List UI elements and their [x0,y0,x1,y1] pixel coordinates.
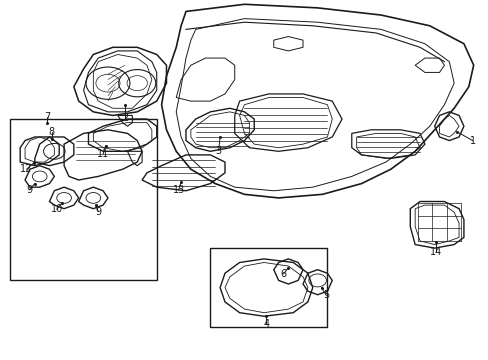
Text: 9: 9 [26,185,32,195]
Text: 7: 7 [44,112,50,122]
Text: 8: 8 [49,127,55,136]
Text: 13: 13 [172,185,184,195]
Text: 10: 10 [51,204,63,215]
Text: 2: 2 [122,113,128,123]
Text: 6: 6 [280,269,286,279]
Text: 5: 5 [323,291,329,301]
Text: 11: 11 [97,149,109,159]
Text: 14: 14 [429,247,441,257]
Text: 4: 4 [263,319,269,329]
Text: 12: 12 [20,164,33,174]
Bar [10,119,157,280]
Text: 1: 1 [468,136,475,145]
Bar [210,248,327,327]
Text: 3: 3 [215,145,221,156]
Text: 9: 9 [95,207,101,217]
